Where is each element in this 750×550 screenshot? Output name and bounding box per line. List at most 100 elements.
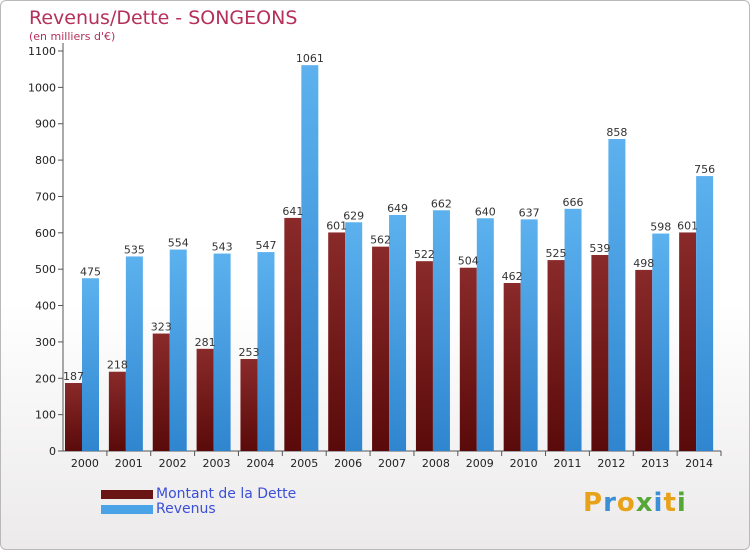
revenue-bar: [301, 65, 319, 451]
debt-bar: [547, 260, 565, 451]
debt-bar: [240, 359, 258, 451]
debt-value-label: 601: [677, 219, 698, 232]
revenue-bar: [608, 139, 626, 451]
x-tick-label: 2000: [71, 457, 99, 470]
debt-bar: [372, 246, 390, 451]
debt-value-label: 323: [151, 321, 172, 334]
debt-value-label: 562: [370, 234, 391, 247]
revenue-value-label: 547: [255, 239, 276, 252]
x-tick-label: 2004: [246, 457, 274, 470]
revenue-bar: [389, 215, 407, 451]
x-tick-label: 2001: [115, 457, 143, 470]
revenue-bar: [476, 218, 494, 451]
chart-subtitle: (en milliers d'€): [29, 30, 116, 43]
legend-swatch-debt: [101, 490, 153, 499]
y-tick-label: 100: [35, 409, 56, 422]
revenue-bar: [345, 222, 363, 451]
revenue-value-label: 1061: [296, 52, 324, 65]
x-tick-label: 2011: [553, 457, 581, 470]
revenue-bar: [213, 253, 231, 451]
y-tick-label: 900: [35, 118, 56, 131]
debt-value-label: 525: [546, 247, 567, 260]
x-tick-label: 2009: [466, 457, 494, 470]
y-tick-label: 500: [35, 263, 56, 276]
y-tick-label: 0: [49, 445, 56, 458]
debt-bar: [591, 255, 609, 451]
x-tick-label: 2013: [641, 457, 669, 470]
revenue-value-label: 629: [343, 209, 364, 222]
revenue-value-label: 649: [387, 202, 408, 215]
revenue-bar: [432, 210, 450, 451]
revenue-value-label: 475: [80, 265, 101, 278]
debt-value-label: 281: [195, 336, 216, 349]
revenue-value-label: 598: [650, 221, 671, 234]
legend-swatch-revenue: [101, 505, 153, 514]
logo-letter: i: [676, 488, 687, 518]
x-tick-label: 2007: [378, 457, 406, 470]
revenue-bar: [652, 233, 670, 451]
debt-bar: [196, 348, 214, 451]
logo-letter: r: [603, 488, 617, 518]
debt-value-label: 601: [326, 219, 347, 232]
revenue-value-label: 554: [168, 237, 189, 250]
x-tick-label: 2008: [422, 457, 450, 470]
y-tick-label: 600: [35, 227, 56, 240]
revenue-bar: [125, 256, 143, 451]
debt-value-label: 504: [458, 255, 479, 268]
debt-value-label: 539: [589, 242, 610, 255]
logo-letter: o: [616, 488, 636, 518]
debt-bar: [635, 269, 653, 451]
y-tick-label: 700: [35, 190, 56, 203]
debt-value-label: 187: [63, 370, 84, 383]
revenue-value-label: 535: [124, 243, 145, 256]
debt-value-label: 498: [633, 257, 654, 270]
debt-bar: [415, 261, 433, 451]
debt-bar: [503, 283, 521, 451]
legend-label-revenue: Revenus: [156, 501, 216, 517]
revenue-bar: [257, 252, 275, 451]
revenue-bar: [696, 176, 714, 451]
x-tick-label: 2003: [203, 457, 231, 470]
debt-value-label: 253: [238, 346, 259, 359]
revenue-value-label: 666: [563, 196, 584, 209]
y-tick-label: 1000: [28, 81, 56, 94]
legend-label-debt: Montant de la Dette: [156, 486, 297, 502]
x-tick-label: 2012: [597, 457, 625, 470]
debt-bar: [152, 333, 170, 451]
y-tick-label: 1100: [28, 45, 56, 58]
debt-value-label: 522: [414, 248, 435, 261]
debt-bar: [679, 232, 697, 451]
revenue-bar: [564, 208, 582, 451]
debt-value-label: 462: [502, 270, 523, 283]
debt-bar: [284, 217, 302, 451]
x-tick-label: 2002: [159, 457, 187, 470]
revenue-value-label: 543: [212, 241, 233, 254]
logo-letter: P: [583, 488, 604, 518]
revenue-bar: [169, 249, 187, 451]
proxiti-logo: Proxiti: [583, 488, 687, 518]
revenue-value-label: 662: [431, 197, 452, 210]
x-tick-label: 2010: [510, 457, 538, 470]
revenue-value-label: 637: [519, 206, 540, 219]
debt-bar: [328, 232, 346, 451]
revenue-bar: [82, 278, 99, 451]
x-tick-label: 2006: [334, 457, 362, 470]
x-tick-label: 2005: [290, 457, 318, 470]
chart-title: Revenus/Dette - SONGEONS: [29, 7, 298, 29]
y-tick-label: 800: [35, 154, 56, 167]
y-tick-label: 200: [35, 372, 56, 385]
debt-bar: [459, 267, 477, 451]
revenue-bar: [520, 219, 538, 451]
y-tick-label: 400: [35, 300, 56, 313]
debt-bar: [65, 383, 82, 451]
logo-letter: t: [663, 488, 677, 518]
debt-value-label: 641: [282, 205, 303, 218]
revenue-value-label: 756: [694, 163, 715, 176]
revenue-value-label: 640: [475, 205, 496, 218]
logo-letter: x: [635, 488, 654, 518]
y-tick-label: 300: [35, 336, 56, 349]
logo-letter: i: [653, 488, 664, 518]
x-tick-label: 2014: [685, 457, 713, 470]
